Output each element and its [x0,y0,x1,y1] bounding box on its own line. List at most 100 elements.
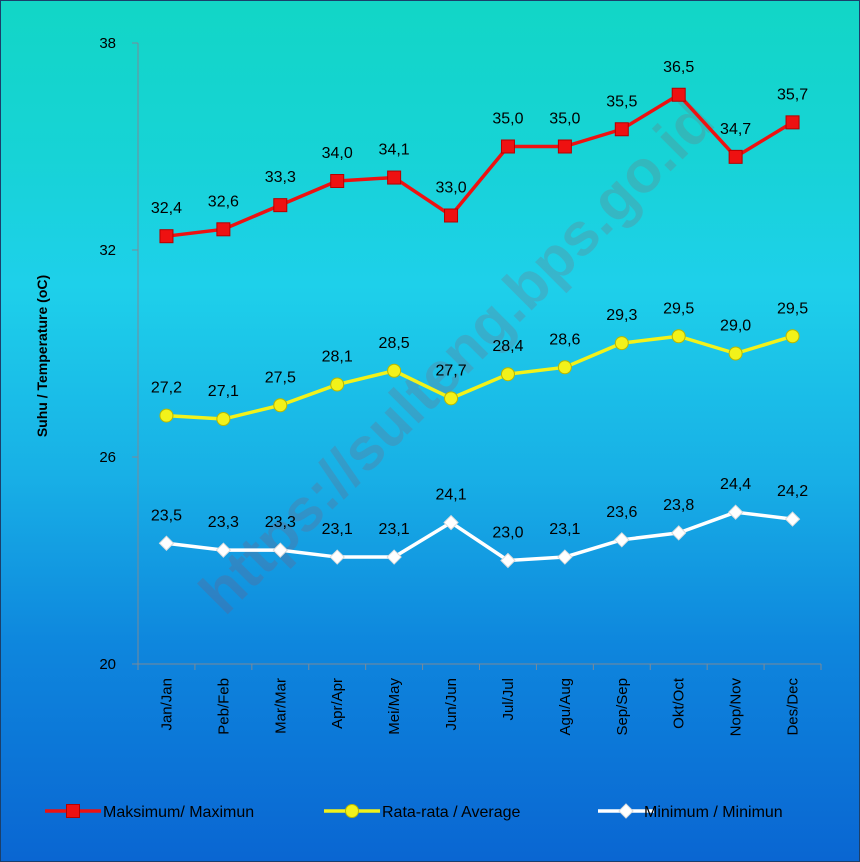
x-tick-label: Jul/Jul [500,678,517,721]
data-point [557,139,572,154]
data-label: 24,2 [777,483,808,500]
legend-marker [618,803,634,819]
x-tick-label: Mei/May [386,678,403,735]
data-point [614,122,629,137]
data-label: 36,5 [663,59,694,76]
data-point [387,170,402,185]
data-point [329,549,345,565]
data-point [500,367,515,382]
data-label: 33,0 [435,180,466,197]
series-layer: 32,4 32,6 33,3 34,0 34,1 33,0 35,0 35,0 35,5 36,5… [151,59,808,569]
data-point [500,139,515,154]
data-point [158,535,175,551]
data-label: 23,1 [549,521,580,538]
data-point [727,504,744,520]
series-line [166,334,794,421]
data-label: 35,0 [549,111,580,128]
data-point [671,525,687,541]
axes: 20 26 32 38 Jan/Jan Peb/Feb Mar/Mar Apr/Apr Mei/… [99,35,822,737]
data-point [273,198,288,213]
legend: Maksimum/ Maximun Rata-rata / Average Mini… [45,803,783,821]
data-label: 28,5 [379,335,410,352]
data-label: 34,0 [322,145,353,162]
y-tick-label: 38 [99,35,116,52]
data-label: 35,7 [777,86,808,103]
x-tick-label: Mar/Mar [272,678,289,734]
data-point [785,329,800,344]
data-point [216,222,231,237]
data-point [272,542,288,558]
watermark: https://sulteng.bps.go.id [187,87,727,627]
data-point [444,208,459,223]
series-2: 27,2 27,1 27,5 28,1 28,5 27,7 28,4 28,6 29,3 29,5… [151,300,808,427]
data-label: 27,7 [435,362,466,379]
legend-marker [66,804,80,818]
data-label: 23,3 [265,514,296,531]
data-point [215,542,232,558]
data-point [330,174,345,188]
data-point [216,412,231,427]
data-label: 29,5 [663,300,694,317]
x-tick-label: Des/Dec [785,678,802,736]
x-tick-label: Agu/Aug [557,678,574,736]
legend-label: Minimum / Minimun [644,804,783,821]
data-point [784,511,801,527]
data-point [671,329,686,344]
data-point [386,549,402,565]
data-label: 23,8 [663,497,694,514]
data-point [273,398,288,413]
x-tick-label: Jan/Jan [158,678,175,731]
data-label: 23,1 [379,521,410,538]
data-label: 33,3 [265,169,296,186]
x-tick-label: Jun/Jun [443,678,460,731]
data-label: 27,2 [151,380,182,397]
data-point [557,549,573,565]
x-tick-label: Okt/Oct [671,677,688,729]
data-point [614,532,630,548]
data-label: 28,1 [322,349,353,366]
data-point [671,87,686,102]
data-label: 34,1 [379,142,410,159]
data-label: 34,7 [720,121,751,138]
y-axis-title: Suhu / Temperature (oC) [34,275,50,437]
legend-label: Maksimum/ Maximun [103,804,254,821]
data-point [330,377,345,392]
data-label: 28,4 [492,338,523,355]
series-3: 23,5 23,3 23,3 23,1 23,1 24,1 23,0 23,1 23,6 23,8… [151,476,808,569]
y-tick-label: 26 [99,449,116,466]
data-point [728,149,743,164]
data-label: 23,5 [151,507,182,524]
x-tick-label: Sep/Sep [614,678,631,736]
data-label: 27,1 [208,383,239,400]
data-label: 27,5 [265,369,296,386]
data-label: 23,6 [606,504,637,521]
data-label: 24,1 [435,487,466,504]
data-label: 29,3 [606,307,637,324]
data-point [557,360,572,375]
data-point [159,229,174,244]
y-tick-label: 20 [99,656,116,673]
y-tick-label: 32 [99,242,116,259]
data-label: 35,0 [492,111,523,128]
x-tick-label: Nop/Nov [728,678,745,737]
data-point [614,336,629,351]
data-point [500,552,516,569]
data-label: 24,4 [720,476,751,493]
data-label: 29,0 [720,318,751,335]
series-line [166,93,794,238]
data-label: 23,0 [492,525,523,542]
data-point [443,514,459,531]
data-label: 32,4 [151,200,182,217]
data-point [444,391,459,406]
series-line [166,510,793,563]
legend-marker [345,804,359,818]
series-1: 32,4 32,6 33,3 34,0 34,1 33,0 35,0 35,0 35,5 36,5… [151,59,808,244]
data-label: 35,5 [606,93,637,110]
legend-label: Rata-rata / Average [382,804,521,821]
x-tick-label: Apr/Apr [329,678,346,729]
x-tick-label: Peb/Feb [215,678,232,735]
data-label: 28,6 [549,331,580,348]
data-point [728,346,743,361]
